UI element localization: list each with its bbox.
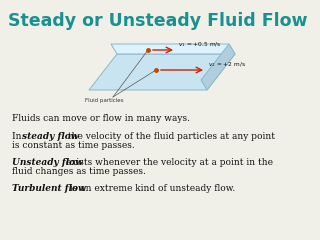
Text: Unsteady flow: Unsteady flow — [12, 158, 83, 167]
Text: $v_1$ = +0.5 m/s: $v_1$ = +0.5 m/s — [178, 40, 221, 49]
Text: Turbulent flow: Turbulent flow — [12, 184, 86, 193]
Text: is constant as time passes.: is constant as time passes. — [12, 141, 135, 150]
Text: In: In — [12, 132, 24, 141]
Text: is an extreme kind of unsteady flow.: is an extreme kind of unsteady flow. — [67, 184, 235, 193]
Text: Fluids can move or flow in many ways.: Fluids can move or flow in many ways. — [12, 114, 190, 123]
Polygon shape — [201, 44, 235, 90]
Polygon shape — [111, 44, 235, 54]
Text: Fluid particles: Fluid particles — [85, 98, 124, 103]
Text: Steady or Unsteady Fluid Flow: Steady or Unsteady Fluid Flow — [8, 12, 308, 30]
Text: steady flow: steady flow — [22, 132, 79, 141]
Text: $v_2$ = +2 m/s: $v_2$ = +2 m/s — [208, 60, 246, 69]
Text: exists whenever the velocity at a point in the: exists whenever the velocity at a point … — [63, 158, 273, 167]
Text: fluid changes as time passes.: fluid changes as time passes. — [12, 167, 146, 176]
Text: the velocity of the fluid particles at any point: the velocity of the fluid particles at a… — [65, 132, 275, 141]
Polygon shape — [89, 54, 235, 90]
